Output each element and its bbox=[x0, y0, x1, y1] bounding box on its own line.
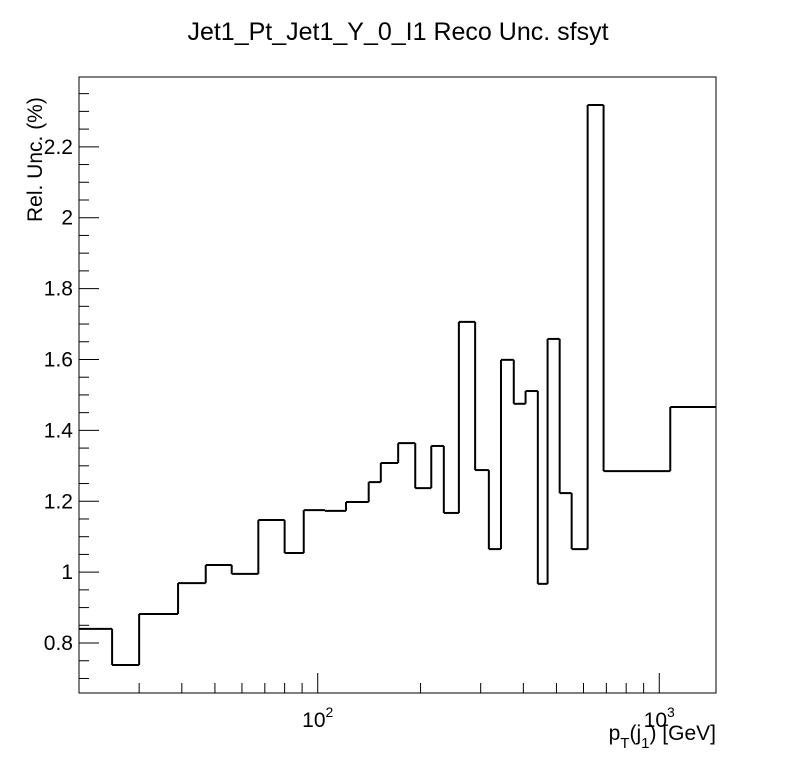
x-label-part: T bbox=[620, 735, 629, 752]
chart-title: Jet1_Pt_Jet1_Y_0_I1 Reco Unc. sfsyt bbox=[187, 18, 608, 46]
y-axis-label: Rel. Unc. (%) bbox=[24, 97, 47, 222]
x-tick-exponent: 3 bbox=[667, 704, 675, 720]
x-tick-label: 103 bbox=[644, 704, 675, 732]
y-tick-label: 1 bbox=[61, 561, 73, 584]
y-tick-label: 1.6 bbox=[44, 348, 73, 371]
x-tick-exponent: 2 bbox=[326, 704, 334, 720]
y-tick-label: 2.2 bbox=[44, 136, 73, 159]
x-axis-label: pT(j1) [GeV] bbox=[609, 722, 716, 752]
x-label-part: (j bbox=[629, 722, 641, 745]
y-tick-label: 1.4 bbox=[44, 419, 74, 442]
plot-frame bbox=[78, 76, 717, 694]
x-tick-base: 10 bbox=[644, 709, 667, 732]
y-tick-label: 1.2 bbox=[44, 490, 73, 513]
x-tick-base: 10 bbox=[302, 709, 325, 732]
y-tick-label: 2 bbox=[61, 207, 73, 230]
x-tick-label: 102 bbox=[302, 704, 333, 732]
x-label-part: 1 bbox=[641, 735, 649, 752]
x-label-part: ) [GeV] bbox=[649, 722, 716, 745]
y-tick-label: 0.8 bbox=[44, 632, 73, 655]
y-tick-label: 1.8 bbox=[44, 278, 73, 301]
x-label-part: p bbox=[609, 722, 621, 745]
